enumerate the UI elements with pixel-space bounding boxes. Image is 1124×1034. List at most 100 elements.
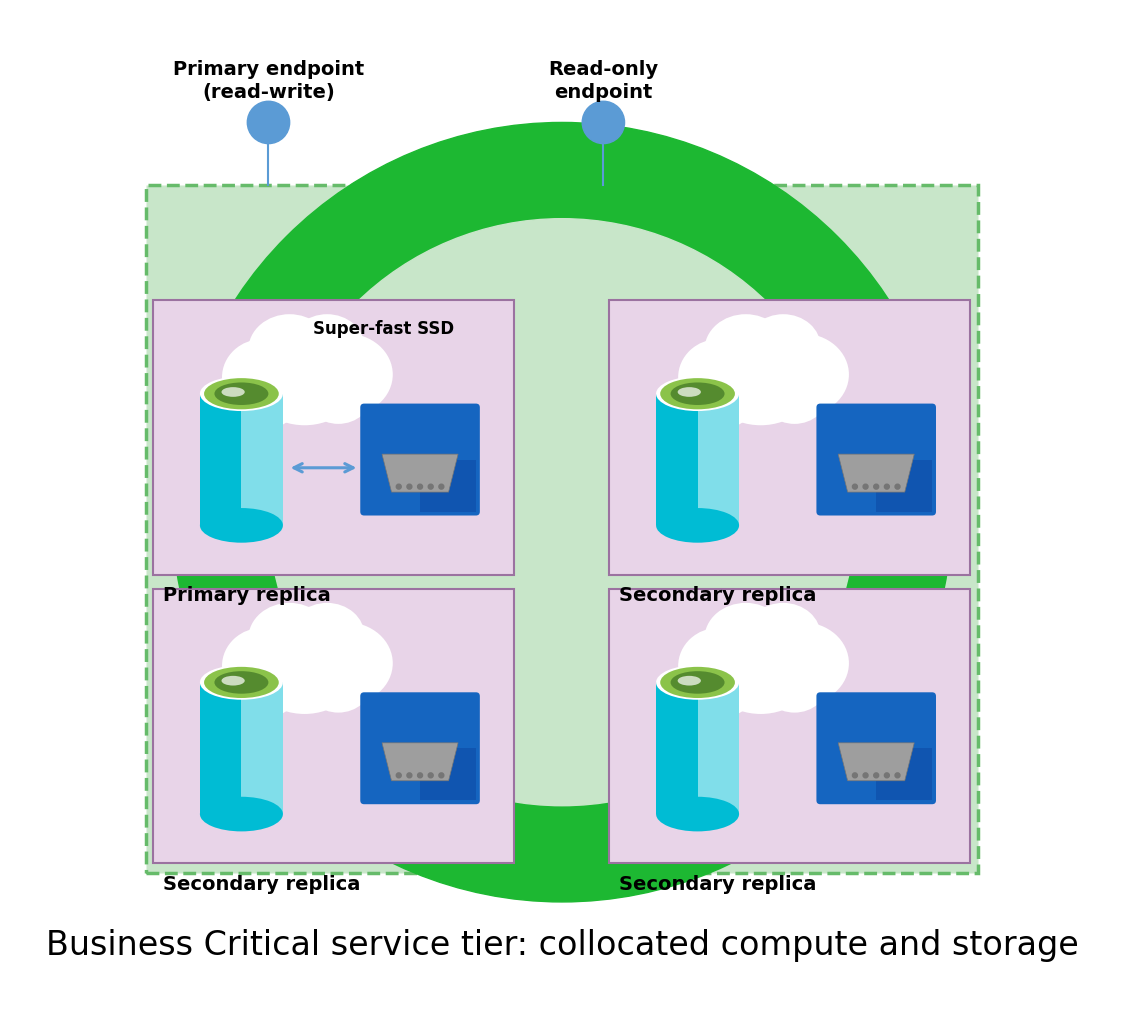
Ellipse shape [223,339,305,416]
Ellipse shape [290,603,364,669]
FancyBboxPatch shape [656,682,698,814]
Circle shape [863,484,868,489]
Text: Read-only: Read-only [549,60,659,79]
Circle shape [428,484,433,489]
Ellipse shape [745,603,821,669]
Circle shape [247,101,290,144]
Ellipse shape [755,622,849,704]
Ellipse shape [248,314,330,386]
FancyBboxPatch shape [816,693,936,804]
Text: Secondary replica: Secondary replica [163,875,360,894]
Ellipse shape [755,333,849,416]
Ellipse shape [248,329,361,425]
Circle shape [895,772,900,778]
FancyBboxPatch shape [609,589,970,863]
Polygon shape [382,454,459,492]
Circle shape [885,772,889,778]
Circle shape [428,772,433,778]
Ellipse shape [234,368,301,428]
Polygon shape [839,742,914,781]
Ellipse shape [205,378,279,409]
Circle shape [407,772,411,778]
Ellipse shape [223,628,305,704]
FancyBboxPatch shape [242,682,283,814]
Ellipse shape [290,314,364,381]
Ellipse shape [656,508,740,543]
FancyBboxPatch shape [146,185,978,873]
Circle shape [852,484,858,489]
Text: endpoint: endpoint [554,83,653,102]
Ellipse shape [660,667,735,698]
Ellipse shape [299,622,392,704]
Ellipse shape [305,652,372,712]
Polygon shape [420,459,475,512]
FancyBboxPatch shape [656,394,698,525]
Ellipse shape [678,628,761,704]
Text: Always On AG: Always On AG [475,146,649,166]
Circle shape [873,772,879,778]
FancyBboxPatch shape [609,301,970,575]
Circle shape [895,484,900,489]
Ellipse shape [761,364,828,424]
FancyBboxPatch shape [200,682,242,814]
Circle shape [852,772,858,778]
Ellipse shape [656,797,740,831]
FancyBboxPatch shape [153,301,514,575]
FancyBboxPatch shape [698,394,740,525]
Ellipse shape [678,676,701,686]
Ellipse shape [200,508,283,543]
Ellipse shape [678,387,701,397]
Ellipse shape [678,339,761,416]
Circle shape [172,122,952,902]
Circle shape [397,484,401,489]
Ellipse shape [215,671,269,694]
Ellipse shape [705,603,787,674]
FancyBboxPatch shape [698,682,740,814]
Text: Secondary replica: Secondary replica [619,586,816,605]
Ellipse shape [761,652,828,712]
Ellipse shape [705,329,817,425]
Circle shape [885,484,889,489]
Ellipse shape [221,676,245,686]
Ellipse shape [221,387,245,397]
Circle shape [582,101,625,144]
Ellipse shape [671,671,725,694]
FancyBboxPatch shape [361,403,480,516]
Circle shape [269,218,855,805]
Ellipse shape [200,665,283,700]
Ellipse shape [705,618,817,713]
Ellipse shape [671,383,725,405]
Ellipse shape [205,667,279,698]
Ellipse shape [705,314,787,386]
Ellipse shape [248,618,361,713]
Ellipse shape [200,797,283,831]
Polygon shape [382,742,459,781]
Polygon shape [877,749,932,800]
Circle shape [418,772,423,778]
Polygon shape [877,459,932,512]
Text: Primary replica: Primary replica [163,586,330,605]
Ellipse shape [305,364,372,424]
Polygon shape [839,454,914,492]
FancyBboxPatch shape [816,403,936,516]
Ellipse shape [745,314,821,381]
Text: (read-write): (read-write) [202,83,335,102]
Circle shape [873,484,879,489]
Circle shape [418,484,423,489]
Circle shape [438,484,444,489]
Text: Primary endpoint: Primary endpoint [173,60,364,79]
Text: Super-fast SSD: Super-fast SSD [314,320,454,338]
Ellipse shape [299,333,392,416]
Ellipse shape [656,665,740,700]
Text: Business Critical service tier: collocated compute and storage: Business Critical service tier: collocat… [46,929,1078,962]
Circle shape [438,772,444,778]
Polygon shape [420,749,475,800]
Ellipse shape [689,368,756,428]
Ellipse shape [656,376,740,412]
Circle shape [863,772,868,778]
FancyBboxPatch shape [361,693,480,804]
Ellipse shape [234,657,301,717]
Circle shape [407,484,411,489]
Ellipse shape [200,376,283,412]
Ellipse shape [248,603,330,674]
